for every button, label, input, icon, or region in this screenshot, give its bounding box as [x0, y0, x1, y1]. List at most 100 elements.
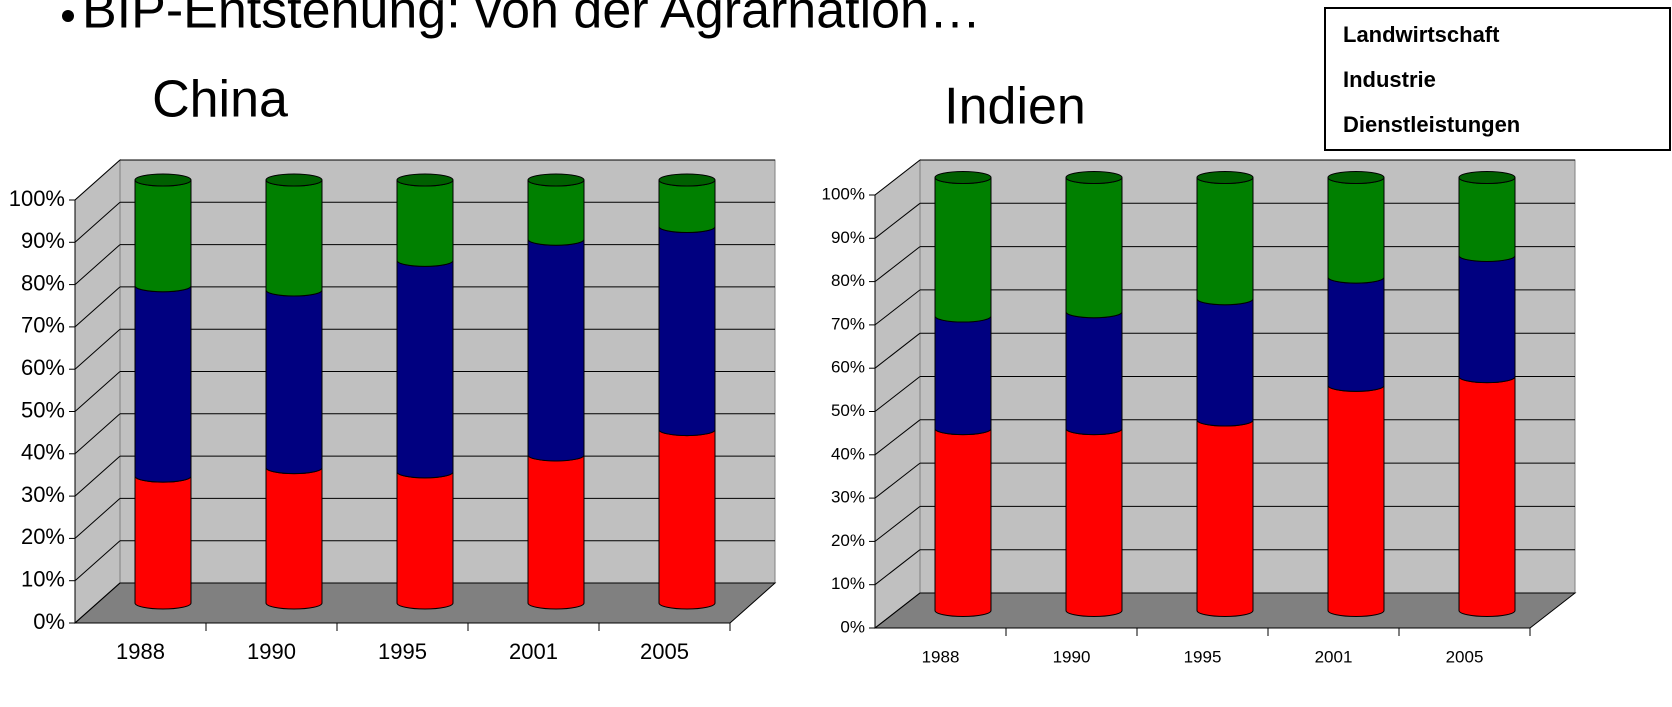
y-tick-label: 0% — [840, 617, 865, 636]
grid-line — [74, 201, 121, 243]
grid-line — [874, 462, 921, 499]
legend-box — [1324, 7, 1671, 151]
bar-segment — [396, 179, 454, 267]
chart: China 0% 10% 20% 30% 40% 50% 60% 70% 80% 90% 100% 19… — [9, 71, 777, 664]
bar-segment — [527, 179, 585, 246]
legend-label: Dienstleistungen — [1343, 112, 1520, 137]
bar-cap — [1327, 171, 1385, 184]
chart-title: China — [152, 71, 288, 129]
y-tick-label: 90% — [831, 228, 865, 247]
bar-cap — [396, 173, 454, 187]
bar-segment — [934, 177, 992, 323]
bar-segment — [658, 226, 716, 437]
bullet — [62, 10, 74, 22]
y-tick-label: 70% — [21, 313, 65, 338]
bar-segment — [265, 467, 323, 610]
bar-cap — [527, 173, 585, 187]
y-tick-label: 20% — [21, 524, 65, 549]
grid-line — [74, 159, 121, 201]
grid-line — [874, 202, 921, 239]
y-tick-label: 80% — [21, 270, 65, 295]
bar-segment — [396, 471, 454, 610]
chart-title: Indien — [944, 78, 1086, 136]
grid-line — [74, 455, 121, 497]
y-tick-label: 10% — [21, 567, 65, 592]
bar-segment — [265, 179, 323, 297]
grid-line — [74, 286, 121, 328]
bar-segment — [1196, 298, 1254, 427]
grid-line — [74, 413, 121, 455]
bar-cap — [134, 173, 192, 187]
bar-segment — [134, 179, 192, 293]
x-tick-label: 1990 — [247, 639, 296, 664]
y-tick-label: 30% — [831, 488, 865, 507]
bar-segment — [1458, 255, 1516, 384]
bar-cap — [658, 173, 716, 187]
grid-line — [874, 332, 921, 369]
bar-segment — [396, 260, 454, 479]
x-tick-label: 2001 — [1315, 647, 1353, 666]
grid-line — [874, 592, 921, 629]
grid-line — [874, 376, 921, 412]
grid-line — [74, 328, 121, 370]
legend-label: Landwirtschaft — [1343, 22, 1500, 47]
x-tick-label: 1988 — [922, 647, 960, 666]
bar-cap — [1065, 171, 1123, 184]
x-tick-label: 2005 — [1446, 647, 1484, 666]
y-tick-label: 40% — [21, 440, 65, 465]
bar-segment — [527, 239, 585, 462]
bar-segment — [1196, 177, 1254, 306]
grid-line — [874, 289, 921, 326]
bar-segment — [1065, 311, 1123, 436]
grid-line — [74, 540, 121, 582]
x-tick-label: 1990 — [1053, 647, 1091, 666]
x-tick-label: 2005 — [640, 639, 689, 664]
bar-segment — [1327, 177, 1385, 284]
grid-line — [874, 159, 921, 196]
bar-segment — [134, 475, 192, 610]
y-tick-label: 80% — [831, 271, 865, 290]
bar-segment — [1065, 428, 1123, 617]
grid-line — [874, 549, 921, 586]
y-tick-label: 30% — [21, 482, 65, 507]
bar-segment — [1327, 385, 1385, 617]
grid-line — [74, 244, 121, 285]
bar-cap — [1458, 171, 1516, 184]
bar-segment — [265, 289, 323, 475]
y-tick-label: 90% — [21, 228, 65, 253]
chart: Indien 0% 10% 20% 30% 40% 50% 60% 70% 80% 90% 100% 1… — [822, 78, 1577, 666]
bar-cap — [934, 171, 992, 184]
y-tick-label: 70% — [831, 314, 865, 333]
grid-line — [74, 582, 121, 624]
bar-segment — [1458, 177, 1516, 262]
grid-line — [874, 419, 921, 456]
grid-line — [74, 371, 121, 412]
bar-segment — [934, 428, 992, 617]
y-tick-label: 50% — [21, 397, 65, 422]
y-tick-label: 0% — [33, 609, 65, 634]
y-tick-label: 100% — [822, 184, 865, 203]
bar-segment — [1458, 376, 1516, 617]
grid-line — [874, 506, 921, 542]
bar-cap — [1196, 171, 1254, 184]
bar-segment — [934, 315, 992, 436]
y-tick-label: 60% — [831, 358, 865, 377]
y-tick-label: 60% — [21, 355, 65, 380]
legend: Landwirtschaft Industrie Dienstleistungen — [1324, 7, 1671, 151]
bar-cap — [265, 173, 323, 187]
y-tick-label: 50% — [831, 401, 865, 420]
grid-line — [74, 498, 121, 539]
slide-title: BIP-Entstehung: von der Agrarnation… — [82, 0, 981, 40]
y-tick-label: 100% — [9, 186, 65, 211]
bar-segment — [527, 454, 585, 610]
y-tick-label: 20% — [831, 531, 865, 550]
bar-segment — [658, 429, 716, 610]
bar-segment — [1065, 177, 1123, 319]
legend-label: Industrie — [1343, 67, 1436, 92]
y-tick-label: 10% — [831, 574, 865, 593]
x-tick-label: 1988 — [116, 639, 165, 664]
x-tick-label: 1995 — [1184, 647, 1222, 666]
y-tick-label: 40% — [831, 444, 865, 463]
